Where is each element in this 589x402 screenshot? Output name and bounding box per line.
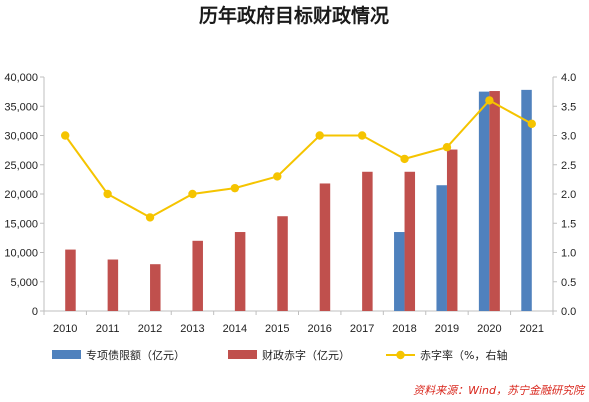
line-point: [61, 131, 70, 140]
x-tick-label: 2021: [520, 323, 544, 335]
legend-label: 赤字率（%，右轴: [420, 348, 507, 362]
left-tick-label: 40,000: [4, 72, 38, 84]
line-point: [400, 154, 409, 164]
bar: [234, 232, 246, 311]
bar: [192, 240, 203, 311]
bar: [436, 185, 447, 311]
line-point: [357, 131, 367, 140]
bar: [150, 264, 161, 311]
legend-swatch: [228, 350, 257, 359]
chart-title: 历年政府目标财政情况: [199, 4, 389, 27]
x-tick-label: 2010: [53, 323, 77, 335]
right-tick-label: 4.0: [561, 72, 576, 84]
legend-label: 财政赤字（亿元）: [262, 348, 350, 362]
plot-area: 0 5,000 10,000 15,000 20,000 25,000 30,000 35,0…: [4, 72, 576, 335]
right-tick-label: 3.5: [561, 101, 576, 113]
x-tick-label: 2014: [223, 323, 247, 335]
x-tick-label: 2012: [138, 323, 162, 335]
bar: [277, 216, 288, 311]
right-tick-label: 1.5: [561, 218, 576, 230]
legend-label: 专项债限额（亿元）: [86, 348, 185, 362]
bar: [521, 89, 532, 312]
right-tick-label: 2.0: [561, 189, 576, 201]
bar: [65, 249, 76, 311]
bar: [319, 183, 331, 311]
line-point: [485, 96, 494, 105]
right-tick-label: 2.5: [561, 160, 576, 172]
right-tick-label: 0.0: [561, 306, 576, 318]
left-tick-label: 20,000: [4, 189, 38, 201]
line-point: [188, 189, 197, 199]
x-tick-label: 2019: [435, 323, 459, 335]
x-tick-label: 2020: [477, 323, 501, 335]
bar: [107, 259, 119, 311]
left-tick-label: 25,000: [4, 160, 38, 172]
bar: [362, 171, 373, 311]
left-tick-label: 35,000: [4, 101, 38, 113]
legend: 专项债限额（亿元） 财政赤字（亿元） 赤字率（%，右轴: [52, 348, 507, 362]
right-tick-label: 1.0: [561, 248, 576, 260]
line-point: [273, 172, 282, 181]
left-tick-label: 0: [32, 306, 38, 318]
left-tick-label: 5,000: [10, 277, 38, 289]
bar: [478, 91, 490, 311]
x-tick-label: 2016: [307, 323, 331, 335]
legend-swatch: [52, 350, 81, 359]
x-tick-label: 2015: [265, 323, 289, 335]
line-point: [527, 119, 536, 128]
bar: [489, 91, 500, 311]
bar: [404, 171, 416, 311]
line-point: [103, 189, 112, 199]
right-tick-label: 3.0: [561, 131, 576, 143]
x-tick-label: 2013: [180, 323, 204, 335]
series-line: [64, 99, 533, 219]
x-tick-label: 2018: [392, 323, 416, 335]
source-note: 资料来源：Wind，苏宁金融研究院: [413, 384, 586, 397]
line-point: [442, 143, 452, 152]
legend-marker: [396, 350, 405, 360]
bar: [394, 232, 405, 311]
left-tick-label: 30,000: [4, 131, 38, 143]
line-point: [145, 213, 155, 222]
left-tick-label: 10,000: [4, 248, 38, 260]
left-tick-label: 15,000: [4, 218, 38, 230]
right-tick-label: 0.5: [561, 277, 576, 289]
line-point: [315, 131, 324, 140]
x-tick-label: 2011: [96, 323, 120, 335]
bar: [446, 149, 458, 311]
x-tick-label: 2017: [350, 323, 374, 335]
line-point: [230, 183, 240, 193]
